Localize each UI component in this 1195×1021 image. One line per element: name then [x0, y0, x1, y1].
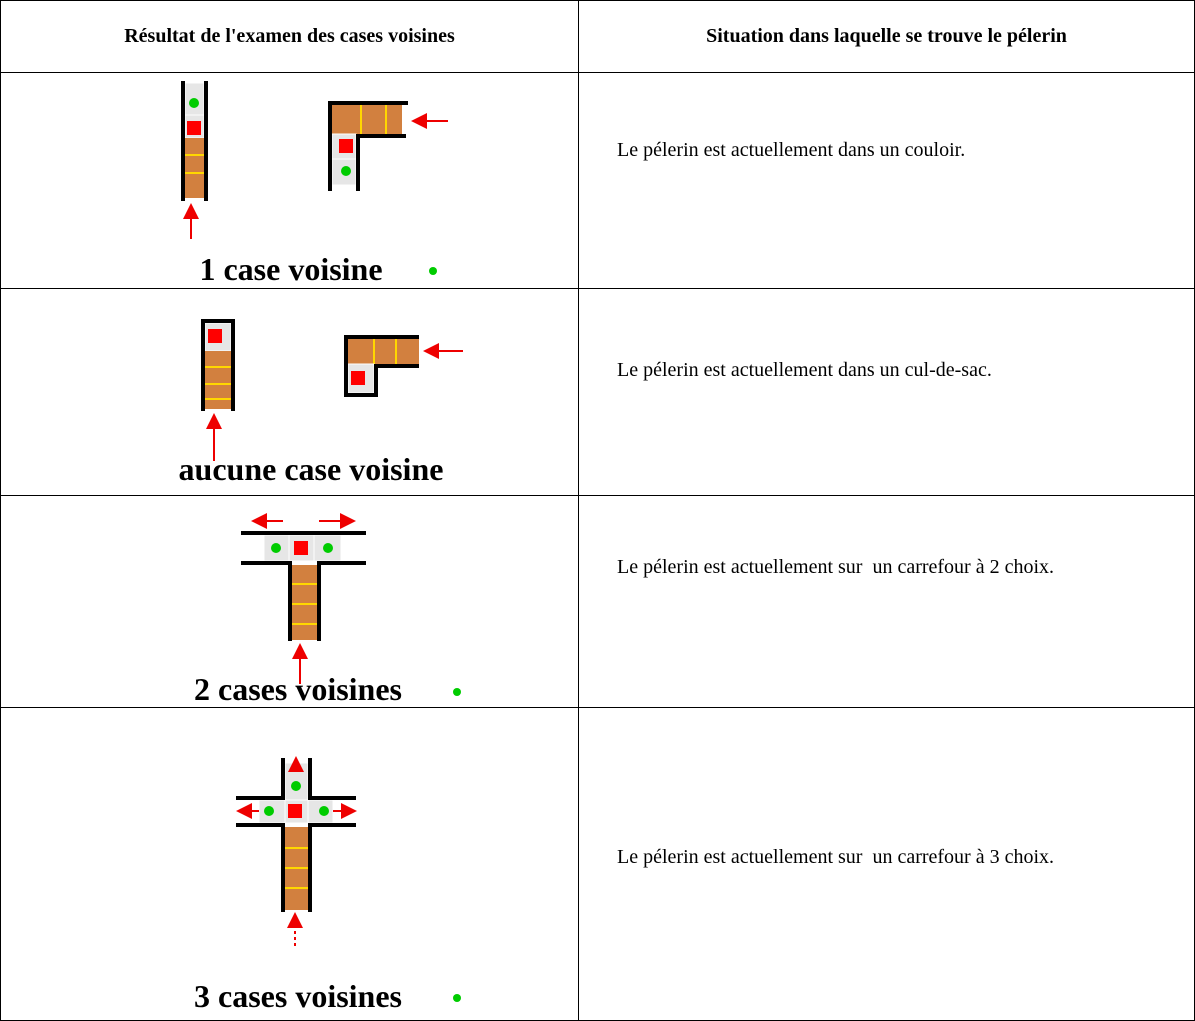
diagram-cell: aucune case voisine [0, 288, 579, 496]
pilgrim [187, 121, 201, 135]
wall [241, 531, 366, 535]
header-row: Résultat de l'examen des cases voisines … [0, 0, 1195, 73]
wall [231, 319, 235, 411]
row: 1 case voisine Le pélerin est actuelleme… [0, 72, 1195, 289]
caption: 3 cases voisines [194, 978, 402, 1014]
wall [344, 335, 419, 339]
situation-text: Le pélerin est actuellement sur un carre… [617, 556, 1055, 578]
header-cell: Situation dans laquelle se trouve le pél… [578, 0, 1195, 73]
wall [374, 364, 419, 368]
diagram-cell: 3 cases voisines [0, 707, 579, 1021]
diagram-cell: 1 case voisine [0, 72, 579, 289]
wall [201, 319, 205, 411]
caption: aucune case voisine [179, 451, 444, 487]
pilgrim [288, 804, 302, 818]
wall [328, 101, 332, 191]
situation-text: Le pélerin est actuellement dans un cul-… [617, 359, 992, 381]
neighbor [264, 806, 274, 816]
wall [317, 565, 321, 641]
wall [281, 827, 285, 912]
wall [356, 134, 406, 138]
neighbor [291, 781, 301, 791]
caption: 2 cases voisines [194, 671, 402, 707]
caption: 1 case voisine [199, 251, 382, 287]
row: 2 cases voisines Le pélerin est actuelle… [0, 495, 1195, 708]
pilgrim [294, 541, 308, 555]
diagram: 1 case voisine [181, 81, 448, 287]
wall [236, 796, 285, 800]
header-cell: Résultat de l'examen des cases voisines [0, 0, 579, 73]
neighbor [429, 267, 437, 275]
wall [281, 758, 285, 800]
situation-cell: Le pélerin est actuellement sur un carre… [578, 495, 1195, 708]
diagram: 2 cases voisines [194, 513, 461, 707]
floor [348, 339, 419, 364]
neighbor [319, 806, 329, 816]
situation-cell: Le pélerin est actuellement sur un carre… [578, 707, 1195, 1021]
wall [317, 561, 366, 565]
neighbor [453, 994, 461, 1002]
diagram: 3 cases voisines [194, 756, 461, 1014]
diagram-cell: 2 cases voisines [0, 495, 579, 708]
wall [201, 319, 235, 323]
situation-cell: Le pélerin est actuellement dans un coul… [578, 72, 1195, 289]
wall [328, 101, 408, 105]
wall [344, 335, 348, 397]
floor [205, 351, 231, 409]
neighbor [341, 166, 351, 176]
neighbor [453, 688, 461, 696]
floor [185, 138, 204, 198]
wall [204, 81, 208, 201]
wall [308, 796, 356, 800]
wall [288, 565, 292, 641]
pilgrim [208, 329, 222, 343]
wall [308, 827, 312, 912]
wall [181, 81, 185, 201]
wall [356, 134, 360, 191]
situation-cell: Le pélerin est actuellement dans un cul-… [578, 288, 1195, 496]
wall [236, 823, 285, 827]
pilgrim [351, 371, 365, 385]
neighbor [323, 543, 333, 553]
neighbor [189, 98, 199, 108]
situation-text: Le pélerin est actuellement sur un carre… [617, 846, 1055, 868]
diagram: aucune case voisine [179, 319, 463, 487]
wall [344, 393, 378, 397]
wall [241, 561, 292, 565]
situation-text: Le pélerin est actuellement dans un coul… [617, 139, 966, 161]
neighbor [271, 543, 281, 553]
wall [374, 364, 378, 397]
row: 3 cases voisines Le pélerin est actuelle… [0, 707, 1195, 1021]
row: aucune case voisine Le pélerin est actue… [0, 288, 1195, 496]
wall [308, 823, 356, 827]
floor [292, 565, 317, 640]
floor [332, 105, 402, 134]
pilgrim [339, 139, 353, 153]
wall [308, 758, 312, 800]
